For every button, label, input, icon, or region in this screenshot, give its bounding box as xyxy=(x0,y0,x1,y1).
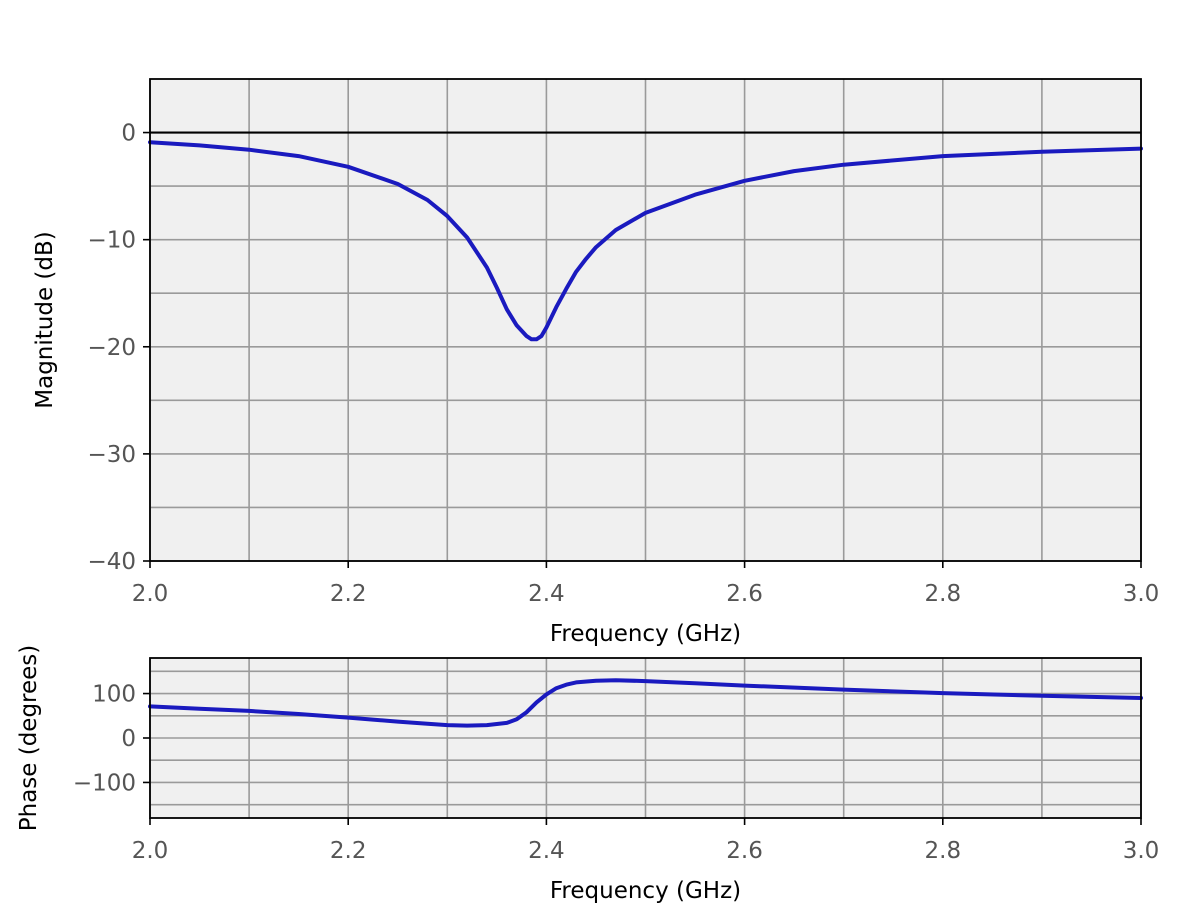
magnitude-axes-frame xyxy=(149,78,1142,562)
magnitude-x-tick-label: 2.4 xyxy=(528,581,565,607)
magnitude-x-axis-label: Frequency (GHz) xyxy=(550,621,741,647)
magnitude-x-tick-label: 3.0 xyxy=(1123,581,1160,607)
magnitude-series-line xyxy=(148,140,1143,342)
magnitude-x-tick-label: 2.6 xyxy=(726,581,763,607)
phase-x-tick-label: 2.8 xyxy=(925,838,962,864)
magnitude-panel: 2.0 2.2 2.4 2.6 2.8 3.0 0 −10 −20 −30 −40 Frequency… xyxy=(32,78,1160,647)
magnitude-x-tick-label: 2.0 xyxy=(132,581,169,607)
phase-x-axis-label: Frequency (GHz) xyxy=(550,878,741,904)
phase-panel: 2.0 2.2 2.4 2.6 2.8 3.0 100 0 −100 Frequency (GHz… xyxy=(16,645,1159,904)
magnitude-x-tick-label: 2.2 xyxy=(330,581,367,607)
phase-x-tick-label: 2.2 xyxy=(330,838,367,864)
magnitude-y-tick-label: −40 xyxy=(87,549,136,575)
phase-y-tick-label: −100 xyxy=(73,770,136,796)
magnitude-y-tick-label: −30 xyxy=(87,442,136,468)
magnitude-y-tick-label: −10 xyxy=(87,228,136,254)
phase-series-line xyxy=(148,678,1143,728)
phase-x-tick-label: 2.6 xyxy=(726,838,763,864)
phase-y-tick-label: 100 xyxy=(92,682,136,708)
magnitude-y-tick-label: −20 xyxy=(87,335,136,361)
magnitude-x-tick-label: 2.8 xyxy=(925,581,962,607)
magnitude-y-tick-label: 0 xyxy=(121,121,136,147)
phase-x-tick-label: 2.0 xyxy=(132,838,169,864)
magnitude-y-axis-label: Magnitude (dB) xyxy=(32,231,58,409)
phase-x-tick-label: 3.0 xyxy=(1123,838,1160,864)
phase-y-tick-label: 0 xyxy=(121,726,136,752)
phase-y-axis-label: Phase (degrees) xyxy=(16,645,42,832)
phase-x-tick-label: 2.4 xyxy=(528,838,565,864)
